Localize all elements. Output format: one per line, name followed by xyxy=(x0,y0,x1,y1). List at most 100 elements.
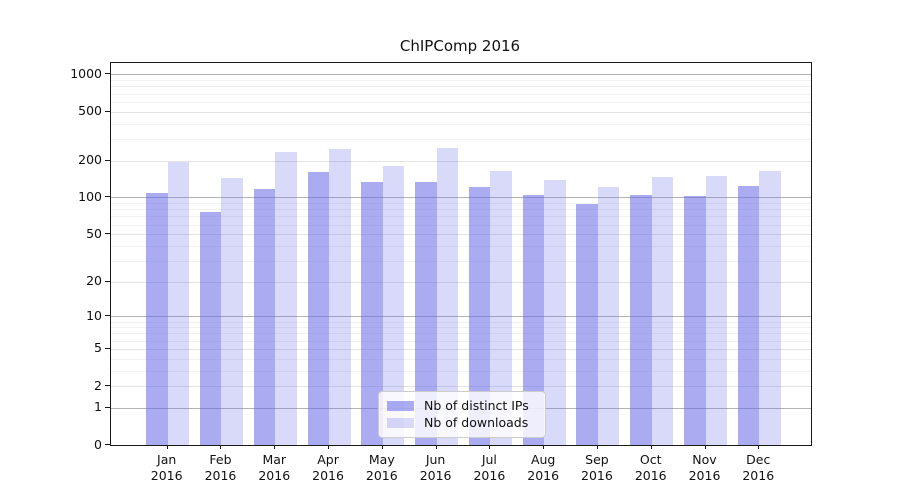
bar-distinct-ips-apr xyxy=(307,171,330,445)
bar-distinct-ips-oct xyxy=(630,194,652,445)
y-tick-mark xyxy=(105,111,110,112)
y-tick-label: 100 xyxy=(78,188,102,204)
major-gridline xyxy=(111,348,811,350)
major-gridline xyxy=(111,234,811,236)
legend-swatch-distinct-ips xyxy=(387,400,414,411)
y-tick-mark xyxy=(105,407,110,408)
minor-gridline xyxy=(111,101,811,103)
y-tick-label: 1000 xyxy=(70,65,102,81)
bar-downloads-apr xyxy=(329,149,351,445)
minor-gridline xyxy=(111,224,811,226)
x-tick-mark xyxy=(650,445,652,449)
bar-distinct-ips-jul xyxy=(468,186,491,445)
minor-gridline xyxy=(111,93,811,95)
legend-entry-downloads: Nb of downloads xyxy=(387,414,537,431)
y-tick-label: 1 xyxy=(94,399,102,415)
bar-downloads-sep xyxy=(597,187,620,445)
minor-gridline xyxy=(111,209,811,211)
x-tick-mark xyxy=(596,445,598,449)
x-tick-mark xyxy=(758,445,760,449)
x-tick-label: Feb 2016 xyxy=(204,452,237,483)
major-gridline xyxy=(111,386,811,388)
major-gridline xyxy=(111,281,811,283)
power-gridline xyxy=(111,197,811,199)
x-tick-mark xyxy=(381,445,383,449)
x-tick-mark xyxy=(166,445,168,449)
y-tick-mark xyxy=(105,160,110,161)
y-tick-label: 2 xyxy=(94,377,102,393)
bar-distinct-ips-jun xyxy=(415,181,437,445)
bar-downloads-nov xyxy=(705,175,727,445)
bar-downloads-jun xyxy=(436,148,459,445)
x-tick-mark xyxy=(274,445,276,449)
minor-gridline xyxy=(111,123,811,125)
y-tick-mark xyxy=(105,348,110,349)
x-tick-label: Mar 2016 xyxy=(258,452,291,483)
x-tick-label: May 2016 xyxy=(365,452,398,483)
y-tick-label: 5 xyxy=(94,340,102,356)
x-tick-label: Sep 2016 xyxy=(581,452,613,483)
x-tick-label: Jan 2016 xyxy=(150,452,183,483)
y-tick-label: 20 xyxy=(86,273,102,289)
y-tick-mark xyxy=(105,315,110,316)
minor-gridline xyxy=(111,333,811,335)
major-gridline xyxy=(111,160,811,162)
bar-distinct-ips-may xyxy=(361,181,383,445)
bar-downloads-may xyxy=(382,166,405,445)
major-gridline xyxy=(111,111,811,113)
minor-gridline xyxy=(111,80,811,82)
legend-label-distinct-ips: Nb of distinct IPs xyxy=(424,398,529,413)
bar-distinct-ips-aug xyxy=(522,195,545,445)
x-tick-mark xyxy=(435,445,437,449)
power-gridline xyxy=(111,74,811,76)
x-tick-mark xyxy=(704,445,706,449)
y-tick-mark xyxy=(105,233,110,234)
minor-gridline xyxy=(111,321,811,323)
minor-gridline xyxy=(111,138,811,140)
power-gridline xyxy=(111,316,811,318)
bar-distinct-ips-sep xyxy=(576,203,598,445)
minor-gridline xyxy=(111,327,811,329)
minor-gridline xyxy=(111,358,811,360)
minor-gridline xyxy=(111,340,811,342)
x-tick-label: Jul 2016 xyxy=(473,452,506,483)
bar-downloads-dec xyxy=(759,170,781,445)
bar-distinct-ips-dec xyxy=(737,186,760,445)
y-tick-mark xyxy=(105,196,110,197)
legend-label-downloads: Nb of downloads xyxy=(424,415,529,430)
x-tick-mark xyxy=(220,445,222,449)
minor-gridline xyxy=(111,216,811,218)
x-tick-mark xyxy=(543,445,545,449)
minor-gridline xyxy=(111,203,811,205)
minor-gridline xyxy=(111,86,811,88)
bar-distinct-ips-jan xyxy=(146,192,168,445)
y-tick-label: 500 xyxy=(78,103,102,119)
x-tick-label: Aug 2016 xyxy=(527,452,560,483)
bar-downloads-oct xyxy=(651,176,674,445)
x-tick-label: Oct 2016 xyxy=(634,452,667,483)
legend: Nb of distinct IPs Nb of downloads xyxy=(378,391,546,438)
minor-gridline xyxy=(111,370,811,372)
bar-downloads-jan xyxy=(167,161,190,445)
x-tick-label: Nov 2016 xyxy=(688,452,721,483)
y-tick-label: 200 xyxy=(78,152,102,168)
x-tick-label: Jun 2016 xyxy=(419,452,452,483)
x-tick-label: Apr 2016 xyxy=(312,452,344,483)
legend-entry-distinct-ips: Nb of distinct IPs xyxy=(387,397,537,414)
bar-distinct-ips-nov xyxy=(684,195,706,445)
minor-gridline xyxy=(111,245,811,247)
y-tick-mark xyxy=(105,73,110,74)
y-tick-mark xyxy=(105,281,110,282)
minor-gridline xyxy=(111,260,811,262)
bar-downloads-feb xyxy=(221,178,243,445)
y-tick-label: 50 xyxy=(86,225,102,241)
y-tick-label: 0 xyxy=(94,436,102,452)
plot-area xyxy=(110,62,812,446)
y-tick-mark xyxy=(105,444,110,445)
y-tick-mark xyxy=(105,385,110,386)
x-tick-label: Dec 2016 xyxy=(742,452,775,483)
bar-distinct-ips-mar xyxy=(253,188,276,445)
bar-downloads-aug xyxy=(544,179,566,445)
bar-downloads-jul xyxy=(490,170,512,445)
